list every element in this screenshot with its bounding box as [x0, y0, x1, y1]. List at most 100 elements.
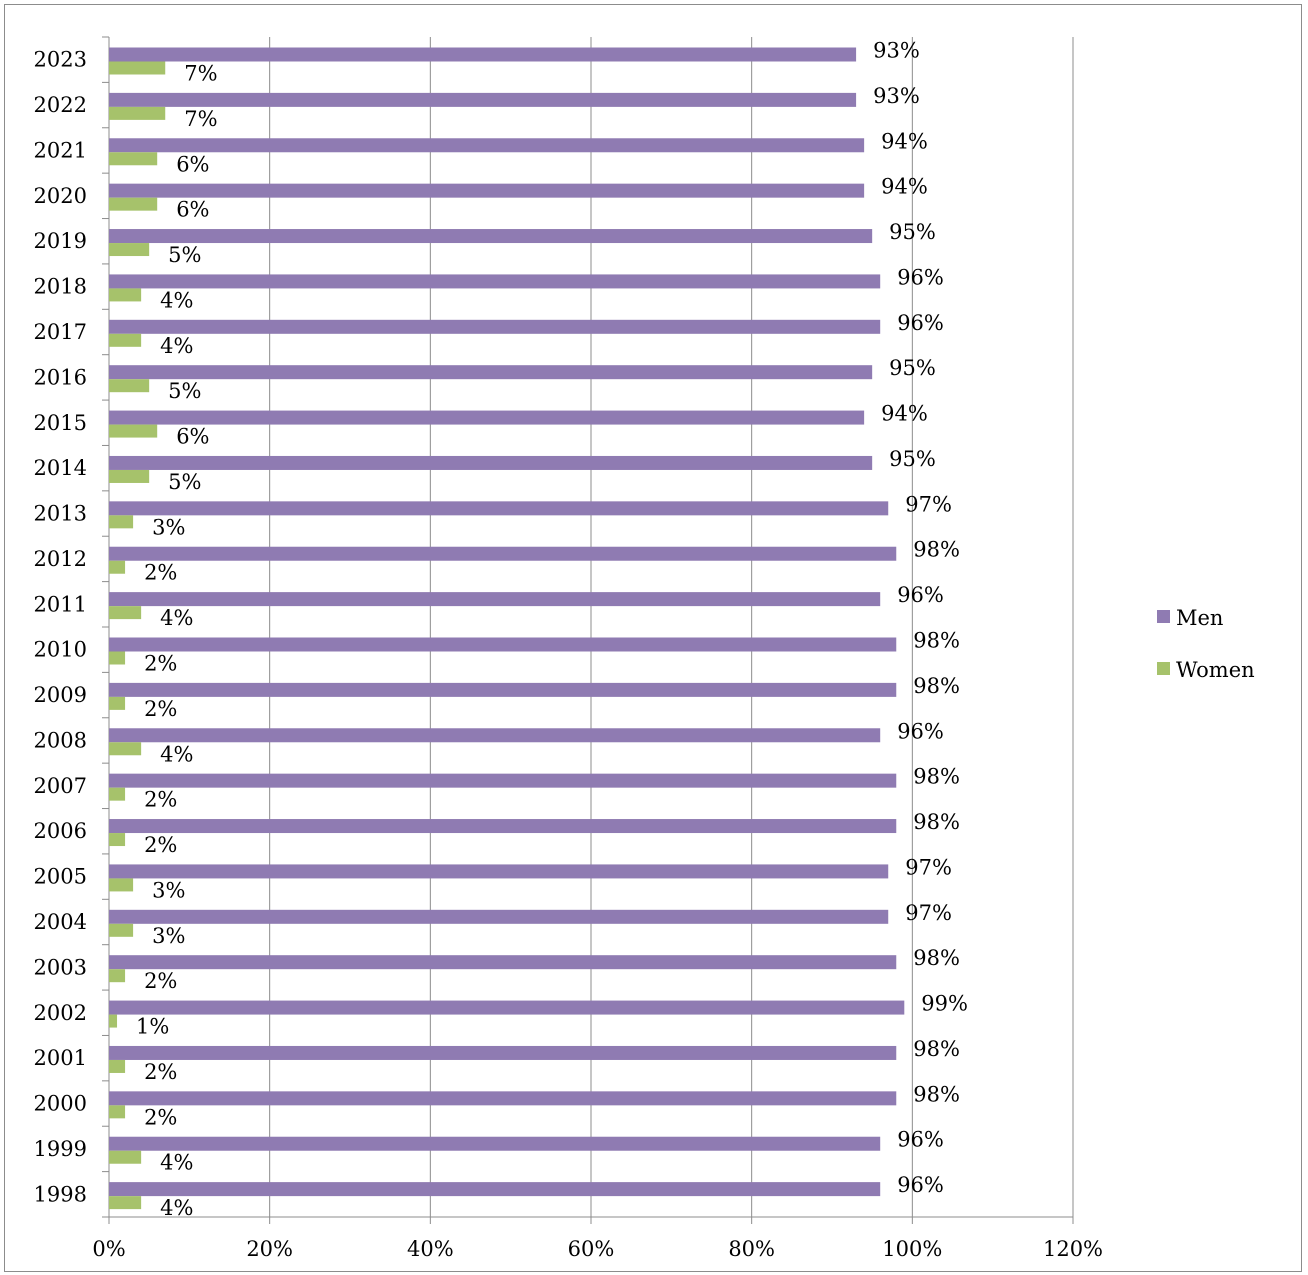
- data-label-women: 4%: [160, 334, 193, 358]
- data-label-women: 2%: [144, 1105, 177, 1129]
- x-tick-label: 120%: [1043, 1237, 1103, 1261]
- bar-men: [109, 728, 881, 743]
- data-label-men: 93%: [873, 39, 920, 63]
- data-label-women: 4%: [160, 1196, 193, 1220]
- legend-swatch-women: [1157, 662, 1170, 675]
- data-label-men: 96%: [897, 583, 944, 607]
- bar-men: [109, 229, 873, 244]
- data-label-women: 4%: [160, 288, 193, 312]
- data-label-women: 2%: [144, 1060, 177, 1084]
- bar-women: [109, 560, 126, 574]
- y-tick-label: 2000: [34, 1092, 87, 1116]
- y-tick-label: 2001: [34, 1046, 87, 1070]
- data-label-women: 3%: [152, 878, 185, 902]
- data-label-women: 4%: [160, 606, 193, 630]
- data-label-men: 94%: [881, 175, 928, 199]
- bar-women: [109, 1105, 126, 1119]
- bar-men: [109, 319, 881, 334]
- legend-label-women: Women: [1176, 658, 1255, 682]
- data-label-women: 6%: [176, 198, 209, 222]
- bar-women: [109, 61, 166, 75]
- bar-women: [109, 606, 142, 620]
- y-tick-label: 2015: [34, 411, 87, 435]
- y-tick-label: 2009: [34, 683, 87, 707]
- data-label-women: 2%: [144, 788, 177, 812]
- data-label-women: 2%: [144, 833, 177, 857]
- bar-women: [109, 651, 126, 665]
- bar-women: [109, 243, 150, 257]
- y-tick-label: 2011: [34, 592, 87, 616]
- data-label-men: 98%: [913, 946, 960, 970]
- bar-women: [109, 923, 134, 937]
- data-label-women: 5%: [168, 243, 201, 267]
- bar-men: [109, 410, 865, 425]
- bar-men: [109, 183, 865, 198]
- bar-women: [109, 288, 142, 302]
- data-label-men: 98%: [913, 765, 960, 789]
- legend: Men Women: [1157, 606, 1255, 682]
- data-label-men: 96%: [897, 719, 944, 743]
- y-tick-label: 1999: [34, 1137, 87, 1161]
- data-label-women: 4%: [160, 742, 193, 766]
- y-tick-label: 2006: [34, 819, 87, 843]
- data-label-women: 2%: [144, 697, 177, 721]
- legend-swatch-men: [1157, 610, 1170, 623]
- data-label-men: 98%: [913, 629, 960, 653]
- bar-men: [109, 1045, 897, 1060]
- bar-men: [109, 1091, 897, 1106]
- y-tick-label: 1998: [34, 1182, 87, 1206]
- legend-label-men: Men: [1176, 606, 1223, 630]
- y-tick-label: 2003: [34, 955, 87, 979]
- bar-women: [109, 1196, 142, 1210]
- chart-frame: [4, 4, 1302, 1272]
- bar-men: [109, 682, 897, 697]
- data-label-men: 94%: [881, 402, 928, 426]
- data-label-women: 6%: [176, 425, 209, 449]
- bar-men: [109, 592, 881, 607]
- data-label-men: 95%: [889, 220, 936, 244]
- data-label-men: 96%: [897, 265, 944, 289]
- data-label-men: 99%: [921, 992, 968, 1016]
- bar-women: [109, 969, 126, 983]
- data-label-women: 1%: [136, 1015, 169, 1039]
- data-label-women: 3%: [152, 924, 185, 948]
- axes: 0% 20% 40% 60% 80% 100% 120% 1998 1999 2000 2001 20…: [34, 36, 1103, 1261]
- bar-women: [109, 787, 126, 801]
- data-label-men: 97%: [905, 855, 952, 879]
- data-label-women: 7%: [184, 107, 217, 131]
- bar-women: [109, 106, 166, 120]
- bar-men: [109, 1000, 905, 1015]
- bar-women: [109, 152, 158, 166]
- data-label-men: 97%: [905, 901, 952, 925]
- bar-women: [109, 379, 150, 393]
- data-label-men: 96%: [897, 311, 944, 335]
- bar-women: [109, 696, 126, 710]
- data-label-men: 95%: [889, 356, 936, 380]
- bar-men: [109, 773, 897, 788]
- data-label-women: 3%: [152, 515, 185, 539]
- bar-women: [109, 333, 142, 347]
- y-tick-label: 2017: [34, 320, 87, 344]
- x-tick-label: 40%: [407, 1237, 454, 1261]
- x-tick-label: 80%: [728, 1237, 775, 1261]
- y-tick-label: 2019: [34, 229, 87, 253]
- bar-men: [109, 819, 897, 834]
- bar-women: [109, 1014, 118, 1028]
- y-tick-label: 2016: [34, 365, 87, 389]
- bar-women: [109, 197, 158, 211]
- bar-women: [109, 424, 158, 438]
- data-label-men: 94%: [881, 129, 928, 153]
- x-tick-label: 0%: [92, 1237, 125, 1261]
- bar-women: [109, 1059, 126, 1073]
- bar-men: [109, 501, 889, 516]
- y-tick-label: 2013: [34, 502, 87, 526]
- data-label-women: 7%: [184, 62, 217, 86]
- data-label-women: 2%: [144, 561, 177, 585]
- y-tick-label: 2008: [34, 728, 87, 752]
- data-label-men: 97%: [905, 492, 952, 516]
- y-tick-label: 2021: [34, 138, 87, 162]
- bar-men: [109, 1182, 881, 1197]
- bar-women: [109, 742, 142, 756]
- bar-men: [109, 909, 889, 924]
